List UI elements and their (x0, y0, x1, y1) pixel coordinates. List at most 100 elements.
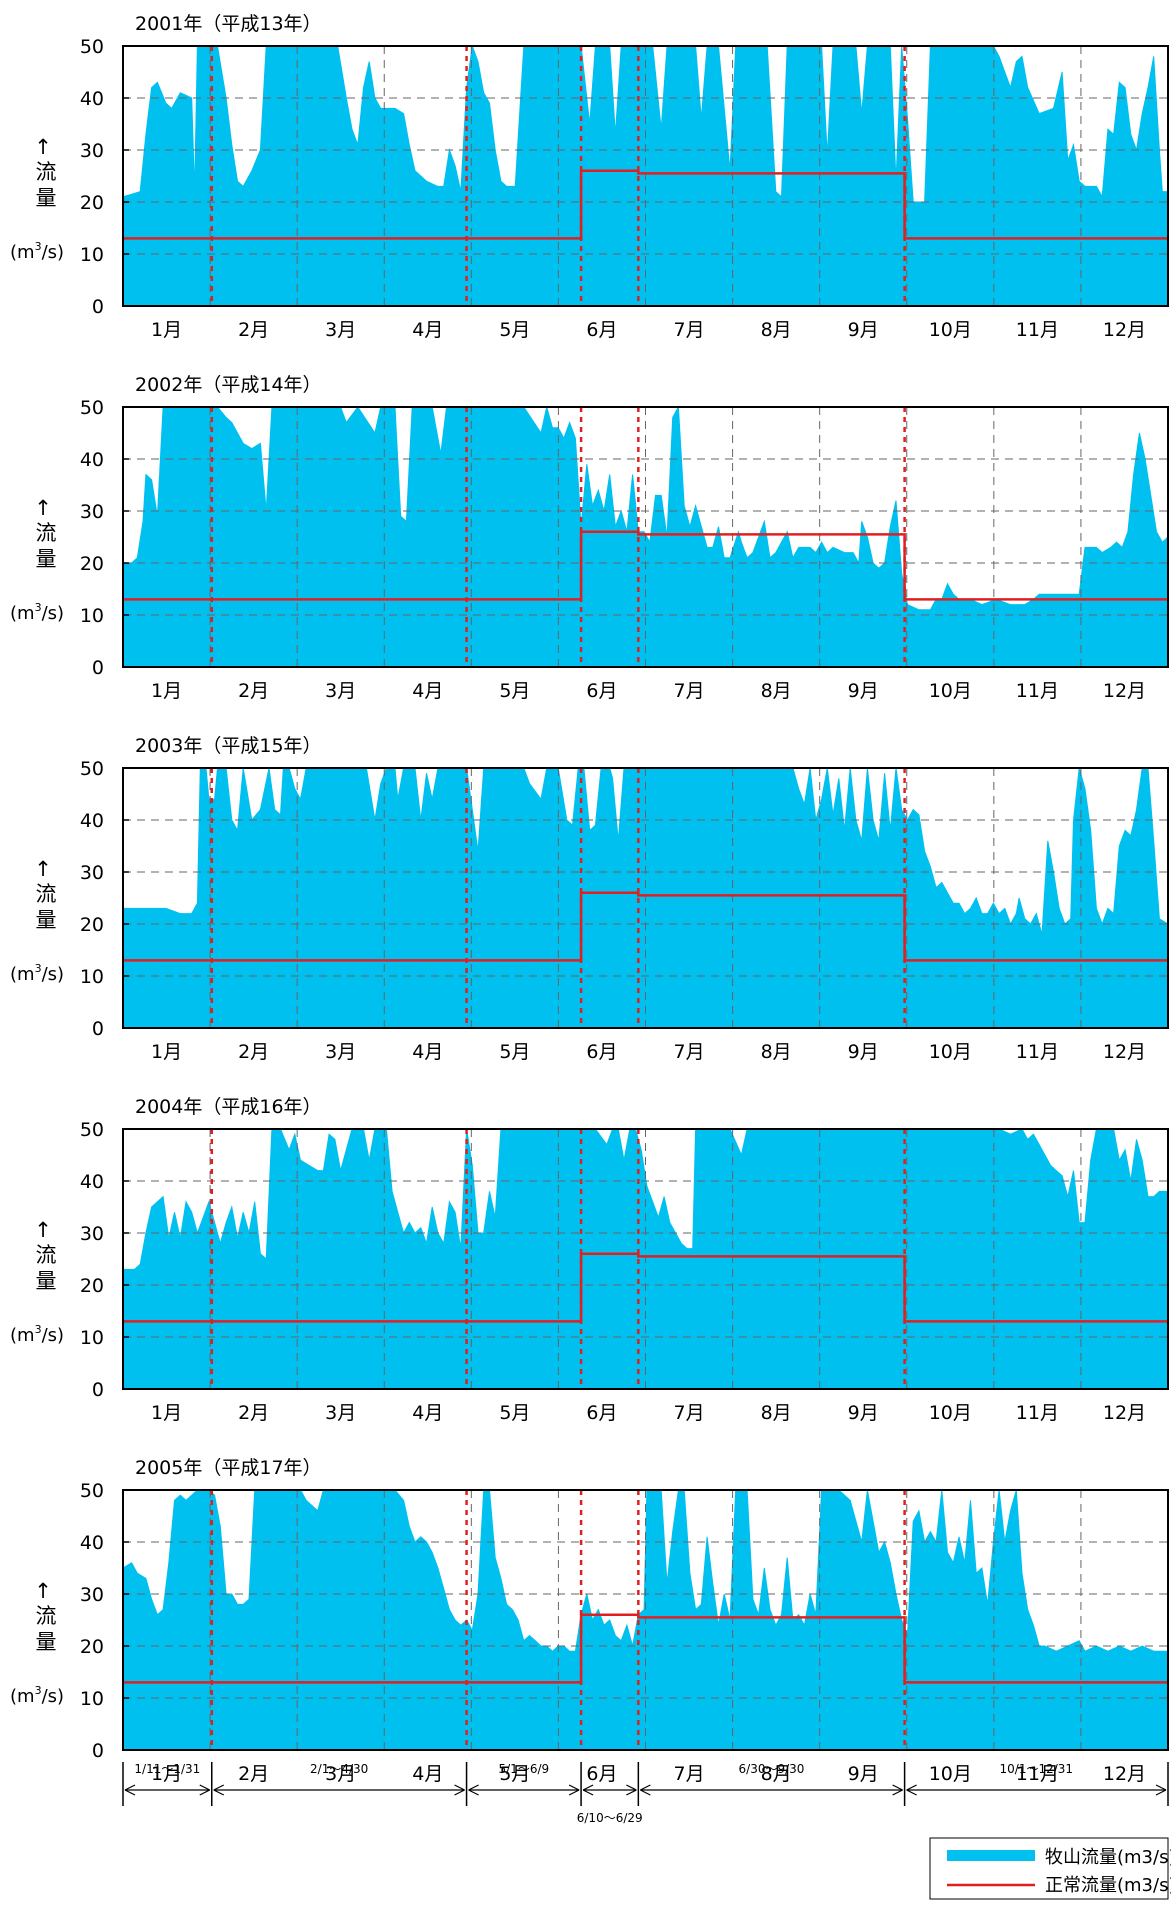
y-axis-label-char: 流 (36, 160, 57, 184)
standard-flow-line (123, 530, 1168, 601)
y-axis-unit: (m3/s) (10, 1323, 64, 1346)
x-tick-label: 12月 (1103, 680, 1146, 702)
x-tick-label: 9月 (848, 1763, 879, 1785)
x-tick-label: 8月 (761, 319, 792, 341)
x-tick-label: 7月 (673, 680, 704, 702)
panels-layer: 2001年（平成13年） 0 10 20 30 40 50 1月 2月 3月 4月 5月 6月 7月 8月 9… (10, 13, 1169, 1785)
y-axis-label-char: 量 (36, 547, 57, 571)
y-tick-label: 20 (80, 1275, 104, 1297)
x-tick-label: 10月 (929, 1763, 972, 1785)
y-tick-label: 20 (80, 553, 104, 575)
y-tick-label: 40 (80, 449, 104, 471)
panel-title: 2003年（平成15年） (135, 735, 322, 757)
x-tick-label: 6月 (586, 319, 617, 341)
y-tick-label: 20 (80, 914, 104, 936)
y-tick-label: 10 (80, 605, 104, 627)
x-tick-label: 4月 (412, 319, 443, 341)
period-label: 6/30～9/30 (739, 1762, 805, 1776)
period-label: 1/11～1/31 (134, 1762, 200, 1776)
x-tick-label: 12月 (1103, 1041, 1146, 1063)
y-tick-label: 40 (80, 810, 104, 832)
x-tick-label: 1月 (151, 1041, 182, 1063)
x-tick-label: 5月 (499, 1041, 530, 1063)
y-axis-label-char: 流 (36, 1604, 57, 1628)
x-tick-label: 10月 (929, 319, 972, 341)
period-label: 10/1～12/31 (1000, 1762, 1074, 1776)
y-tick-label: 40 (80, 88, 104, 110)
plot-frame (122, 767, 1169, 1029)
y-tick-label: 40 (80, 1532, 104, 1554)
y-tick-label: 50 (80, 36, 104, 58)
x-tick-label: 9月 (848, 319, 879, 341)
x-tick-label: 8月 (761, 680, 792, 702)
x-tick-label: 4月 (412, 1041, 443, 1063)
legend-label-line: 正常流量(m3/s) (1045, 1875, 1171, 1896)
y-tick-label: 0 (92, 1018, 104, 1040)
plot-frame (122, 406, 1169, 668)
panel-3: 2003年（平成15年） 0 10 20 30 40 50 1月 2月 3月 4月 5月 6月 7月 8月 9… (10, 735, 1169, 1063)
x-tick-label: 10月 (929, 1041, 972, 1063)
panel-2: 2002年（平成14年） 0 10 20 30 40 50 1月 2月 3月 4月 5月 6月 7月 8月 9… (10, 374, 1169, 702)
y-axis-label-char: 量 (36, 1269, 57, 1293)
period-arrowhead (454, 1784, 465, 1796)
x-tick-label: 3月 (325, 1041, 356, 1063)
x-tick-label: 1月 (151, 319, 182, 341)
y-axis-label-char: 量 (36, 1630, 57, 1654)
x-tick-label: 1月 (151, 1763, 182, 1785)
panel-title: 2005年（平成17年） (135, 1457, 322, 1479)
panel-title: 2001年（平成13年） (135, 13, 322, 35)
y-tick-label: 50 (80, 397, 104, 419)
x-tick-label: 10月 (929, 680, 972, 702)
x-tick-label: 7月 (673, 1402, 704, 1424)
period-arrowhead (124, 1784, 136, 1796)
period-arrowhead (892, 1784, 903, 1796)
y-tick-label: 20 (80, 1636, 104, 1658)
y-tick-label: 10 (80, 1327, 104, 1349)
x-tick-label: 10月 (929, 1402, 972, 1424)
y-tick-label: 10 (80, 966, 104, 988)
x-tick-label: 8月 (761, 1402, 792, 1424)
y-axis-unit: (m3/s) (10, 240, 64, 263)
period-arrowhead (582, 1784, 594, 1796)
x-tick-label: 8月 (761, 1763, 792, 1785)
y-axis-arrow: ↑ (34, 496, 52, 520)
x-tick-label: 7月 (673, 1041, 704, 1063)
x-tick-label: 4月 (412, 1763, 443, 1785)
y-tick-label: 40 (80, 1171, 104, 1193)
x-tick-label: 2月 (238, 1402, 269, 1424)
y-axis-label-char: 流 (36, 882, 57, 906)
y-tick-label: 50 (80, 758, 104, 780)
y-tick-label: 50 (80, 1480, 104, 1502)
standard-flow-line (123, 891, 1168, 962)
y-tick-label: 30 (80, 1584, 104, 1606)
y-axis-label-char: 量 (36, 186, 57, 210)
x-tick-label: 3月 (325, 1763, 356, 1785)
period-arrowhead (213, 1784, 225, 1796)
period-arrowhead (626, 1784, 637, 1796)
x-tick-label: 6月 (586, 680, 617, 702)
y-axis-arrow: ↑ (34, 857, 52, 881)
period-annotations: 1/11～1/31 2/1～4/30 5/1～6/9 6/10～6/29 6/30～9/… (122, 1762, 1169, 1825)
x-tick-label: 2月 (238, 1763, 269, 1785)
period-arrowhead (468, 1784, 479, 1796)
x-tick-label: 7月 (673, 319, 704, 341)
y-axis-label-char: 量 (36, 908, 57, 932)
period-arrowhead (906, 1784, 917, 1796)
standard-flow-line (123, 169, 1168, 240)
panel-title: 2004年（平成16年） (135, 1096, 322, 1118)
x-tick-label: 8月 (761, 1041, 792, 1063)
x-tick-label: 6月 (586, 1041, 617, 1063)
panel-5: 2005年（平成17年） 0 10 20 30 40 50 1月 2月 3月 4月 5月 6月 7月 8月 9… (10, 1457, 1169, 1785)
y-tick-label: 0 (92, 657, 104, 679)
y-axis-label-char: 流 (36, 521, 57, 545)
x-tick-label: 6月 (586, 1763, 617, 1785)
y-tick-label: 10 (80, 244, 104, 266)
x-tick-label: 2月 (238, 1041, 269, 1063)
x-tick-label: 1月 (151, 680, 182, 702)
panel-1: 2001年（平成13年） 0 10 20 30 40 50 1月 2月 3月 4月 5月 6月 7月 8月 9… (10, 13, 1169, 341)
y-axis-arrow: ↑ (34, 135, 52, 159)
y-axis-arrow: ↑ (34, 1218, 52, 1242)
y-tick-label: 10 (80, 1688, 104, 1710)
x-tick-label: 3月 (325, 680, 356, 702)
